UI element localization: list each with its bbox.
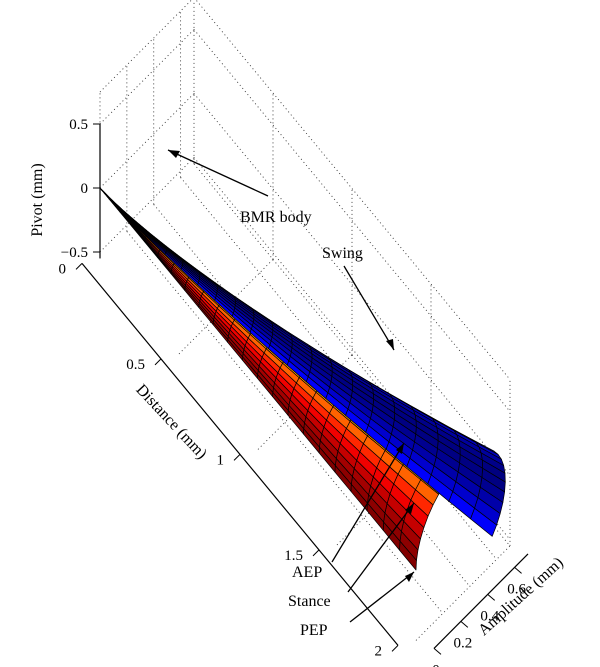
y-tick-label: 0.6 <box>507 581 526 597</box>
y-tick <box>487 594 496 601</box>
stance-arrowhead <box>405 503 414 514</box>
swing-arrowhead <box>386 339 394 350</box>
y-axis-line <box>433 553 529 649</box>
aep-arrowhead <box>396 443 404 454</box>
axes: 0.50−0.500.511.5200.20.40.6 <box>59 117 529 667</box>
z-axis-label: Pivot (mm) <box>29 163 46 236</box>
y-axis-label: Amplitude (mm) <box>475 554 567 639</box>
grid-line <box>99 29 195 125</box>
x-tick <box>233 454 241 461</box>
annotation-aep: AEP <box>292 564 322 581</box>
x-tick <box>154 358 162 366</box>
stance-arrow <box>347 502 415 593</box>
x-tick-label: 0.5 <box>126 357 145 373</box>
y-tick-label: 0.2 <box>453 635 472 651</box>
pep-arrowhead <box>405 572 414 582</box>
y-tick-label: 0.4 <box>480 608 499 624</box>
surface-patch <box>109 198 123 212</box>
y-tick <box>460 621 469 628</box>
y-tick-label: 0 <box>432 662 440 667</box>
y-tick <box>514 567 522 574</box>
grid-line <box>99 0 193 93</box>
aep-arrow <box>331 442 405 563</box>
pep-arrow <box>349 571 415 623</box>
x-axis-label: Distance (mm) <box>132 381 210 462</box>
annotation-stance: Stance <box>288 593 331 610</box>
x-tick <box>391 645 399 652</box>
bmr-body-arrow <box>167 149 269 197</box>
grid-lines <box>99 0 511 641</box>
z-tick-label: 0.5 <box>69 117 88 133</box>
annotation-bmr-body: BMR body <box>240 209 312 226</box>
x-tick <box>312 549 320 557</box>
cone-surface <box>99 187 506 571</box>
x-tick-label: 0 <box>59 261 67 277</box>
x-tick-label: 1 <box>217 452 225 468</box>
z-tick-label: 0 <box>81 181 89 197</box>
swing-arrow <box>343 265 395 351</box>
x-tick <box>75 263 83 270</box>
y-tick <box>433 648 442 655</box>
surface-patch <box>99 187 111 199</box>
x-tick-label: 1.5 <box>284 548 303 564</box>
x-tick-label: 2 <box>375 643 383 659</box>
annotation-swing: Swing <box>322 245 363 262</box>
grid-line <box>99 93 195 189</box>
annotations: BMR body Swing AEP Stance PEP <box>167 149 415 639</box>
z-tick-label: −0.5 <box>61 245 88 261</box>
annotation-pep: PEP <box>300 622 328 639</box>
bmr-body-arrowhead <box>168 150 180 158</box>
